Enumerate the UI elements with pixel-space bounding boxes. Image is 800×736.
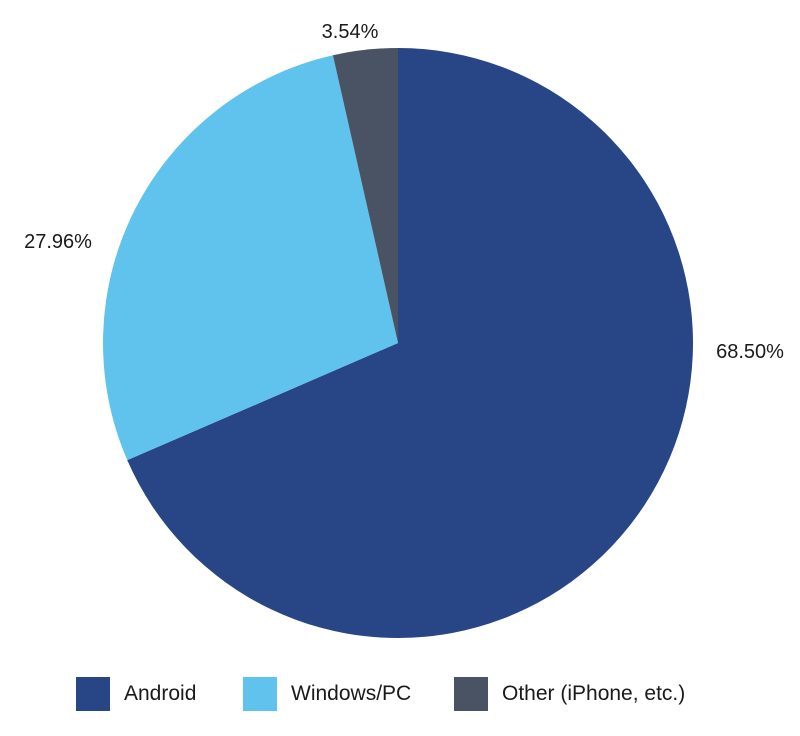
slice-value-label-other: 3.54% <box>322 21 379 43</box>
legend-swatch-other <box>454 677 488 711</box>
legend-item-other: Other (iPhone, etc.) <box>454 676 685 712</box>
pie-value-labels: 68.50% 27.96% 3.54% <box>24 21 784 363</box>
legend-swatch-windows-pc <box>243 677 277 711</box>
legend: Android Windows/PC Other (iPhone, etc.) <box>0 676 800 716</box>
legend-label-android: Android <box>124 682 197 705</box>
pie-slice-windows-pc <box>102 55 399 461</box>
pie-slices <box>102 48 693 638</box>
slice-value-label-android: 68.50% <box>716 341 784 363</box>
legend-label-windows-pc: Windows/PC <box>291 682 412 705</box>
legend-swatch-android <box>76 677 110 711</box>
legend-item-android: Android <box>76 676 196 712</box>
legend-item-windows-pc: Windows/PC <box>243 676 411 712</box>
pie-slice-android <box>127 48 693 638</box>
legend-label-other: Other (iPhone, etc.) <box>502 682 686 705</box>
slice-value-label-windows-pc: 27.96% <box>24 231 92 253</box>
pie-slice-other <box>332 48 398 343</box>
